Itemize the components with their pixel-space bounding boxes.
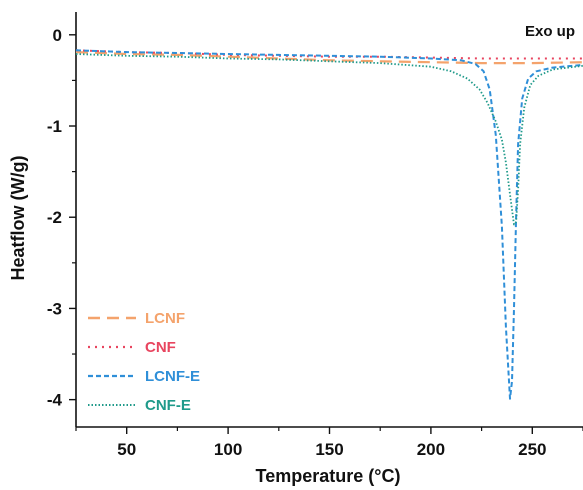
legend-label: LCNF [145, 310, 185, 327]
y-tick-label: 0 [53, 26, 62, 45]
legend-label: CNF-E [145, 397, 191, 414]
y-tick-label: -2 [47, 208, 62, 227]
legend-label: CNF [145, 339, 176, 356]
x-axis-label: Temperature (°C) [256, 466, 401, 486]
x-tick-label: 100 [214, 440, 242, 459]
series-line-lcnf-e [75, 49, 583, 400]
series-lines [75, 49, 583, 400]
x-tick-label: 50 [117, 440, 136, 459]
series-line-cnf-e [75, 53, 583, 226]
tick-labels: 50 100 150 200 250 0 -1 -2 -3 -4 [47, 26, 547, 459]
y-axis-label: Heatflow (W/g) [8, 156, 28, 281]
exo-up-annotation: Exo up [525, 23, 575, 40]
x-tick-label: 250 [518, 440, 546, 459]
plot-frame [75, 12, 583, 428]
series-line-lcnf [75, 51, 583, 65]
x-tick-label: 200 [417, 440, 445, 459]
legend-label: LCNF-E [145, 368, 200, 385]
x-tick-label: 150 [315, 440, 343, 459]
y-tick-label: -1 [47, 117, 62, 136]
y-tick-label: -4 [47, 391, 63, 410]
y-tick-label: -3 [47, 299, 62, 318]
axis-ticks [69, 34, 583, 434]
legend: LCNF CNF LCNF-E CNF-E [88, 310, 200, 414]
